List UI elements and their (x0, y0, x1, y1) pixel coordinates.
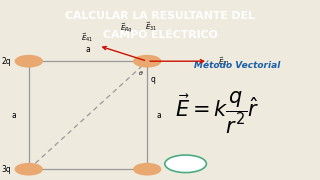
Text: PARA: PARA (180, 162, 192, 166)
Text: Método Vectorial: Método Vectorial (194, 61, 280, 70)
Text: CAMPO ELÉCTRICO: CAMPO ELÉCTRICO (103, 30, 217, 40)
Circle shape (134, 163, 161, 175)
Text: a: a (86, 179, 90, 180)
Text: a: a (86, 45, 90, 54)
Text: CALCULAR LA RESULTANTE DEL: CALCULAR LA RESULTANTE DEL (65, 11, 255, 21)
Text: $\vec{E}_{Rq}$: $\vec{E}_{Rq}$ (120, 22, 133, 36)
Circle shape (15, 55, 42, 67)
Text: $\theta$: $\theta$ (138, 69, 144, 77)
Text: $\vec{E} = k\dfrac{q}{r^2}\hat{r}$: $\vec{E} = k\dfrac{q}{r^2}\hat{r}$ (175, 89, 260, 136)
Text: 3q: 3q (2, 165, 11, 174)
Circle shape (165, 155, 206, 173)
Text: a: a (157, 111, 162, 120)
Text: 2q: 2q (2, 57, 11, 66)
Text: a: a (11, 111, 16, 120)
Text: $\vec{E}_{21}$: $\vec{E}_{21}$ (218, 55, 230, 68)
Circle shape (15, 163, 42, 175)
Text: TODOS: TODOS (178, 165, 194, 169)
Text: FÍSICA: FÍSICA (178, 158, 193, 162)
Text: $\vec{E}_{31}$: $\vec{E}_{31}$ (145, 20, 157, 33)
Text: q: q (150, 75, 155, 84)
Text: $\vec{E}_{41}$: $\vec{E}_{41}$ (81, 31, 93, 44)
Circle shape (134, 55, 161, 67)
